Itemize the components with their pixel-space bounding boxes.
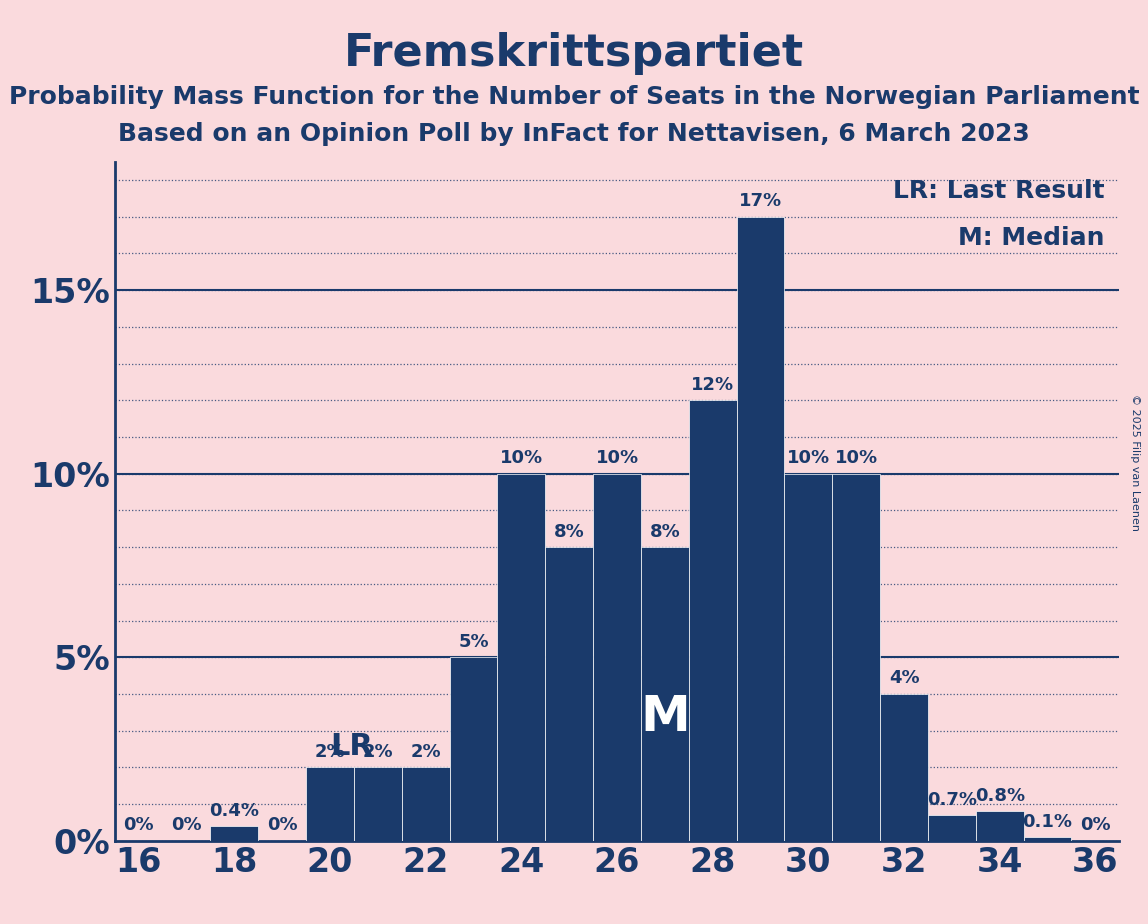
Text: Based on an Opinion Poll by InFact for Nettavisen, 6 March 2023: Based on an Opinion Poll by InFact for N…	[118, 122, 1030, 146]
Bar	[402, 768, 450, 841]
Bar	[1024, 837, 1071, 841]
Text: 0%: 0%	[123, 816, 154, 834]
Text: 12%: 12%	[691, 376, 735, 394]
Bar	[307, 768, 354, 841]
Text: 10%: 10%	[499, 449, 543, 468]
Text: 2%: 2%	[315, 743, 346, 760]
Text: 0.1%: 0.1%	[1023, 812, 1072, 831]
Bar	[210, 826, 258, 841]
Text: © 2025 Filip van Laenen: © 2025 Filip van Laenen	[1130, 394, 1140, 530]
Text: 0.8%: 0.8%	[975, 787, 1025, 805]
Text: LR: Last Result: LR: Last Result	[893, 178, 1104, 202]
Bar	[976, 811, 1024, 841]
Text: Fremskrittspartiet: Fremskrittspartiet	[344, 32, 804, 76]
Bar	[737, 217, 784, 841]
Text: 0%: 0%	[171, 816, 202, 834]
Text: 2%: 2%	[410, 743, 441, 760]
Text: 10%: 10%	[835, 449, 878, 468]
Text: 10%: 10%	[596, 449, 638, 468]
Text: LR: LR	[331, 732, 373, 760]
Text: M: Median: M: Median	[957, 226, 1104, 250]
Text: 8%: 8%	[553, 523, 584, 541]
Text: 17%: 17%	[739, 192, 782, 210]
Text: 5%: 5%	[458, 633, 489, 650]
Text: 10%: 10%	[786, 449, 830, 468]
Text: 0.7%: 0.7%	[926, 791, 977, 808]
Bar	[497, 474, 545, 841]
Text: 0%: 0%	[266, 816, 297, 834]
Bar	[784, 474, 832, 841]
Bar	[832, 474, 881, 841]
Bar	[881, 694, 928, 841]
Bar	[641, 547, 689, 841]
Bar	[354, 768, 402, 841]
Text: M: M	[639, 694, 690, 741]
Bar	[928, 815, 976, 841]
Bar	[689, 400, 737, 841]
Bar	[450, 657, 497, 841]
Bar	[545, 547, 594, 841]
Text: 8%: 8%	[650, 523, 681, 541]
Text: 0.4%: 0.4%	[209, 801, 259, 820]
Text: 0%: 0%	[1080, 816, 1111, 834]
Text: Probability Mass Function for the Number of Seats in the Norwegian Parliament: Probability Mass Function for the Number…	[9, 85, 1139, 109]
Text: 2%: 2%	[363, 743, 394, 760]
Text: 4%: 4%	[889, 669, 920, 687]
Bar	[594, 474, 641, 841]
